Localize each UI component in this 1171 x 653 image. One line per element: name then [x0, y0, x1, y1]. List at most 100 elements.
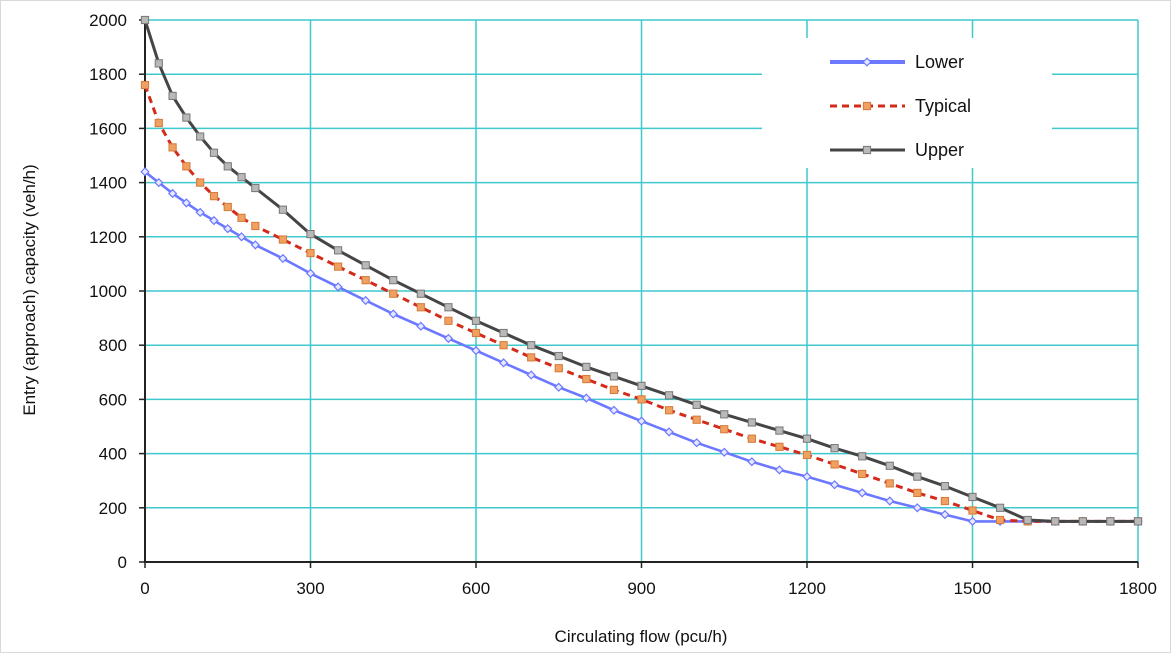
y-tick-label: 1600 — [89, 119, 127, 138]
upper-series — [140, 15, 1143, 526]
legend-label-lower: Lower — [915, 52, 964, 72]
lower-point — [361, 295, 371, 306]
typical-point — [209, 192, 219, 201]
typical-point — [223, 202, 232, 212]
x-tick-label: 900 — [627, 579, 655, 598]
upper-point — [1023, 515, 1032, 525]
legend-background — [762, 38, 1052, 168]
upper-point — [499, 328, 508, 338]
lower-point — [278, 253, 288, 264]
lower-point — [498, 358, 509, 368]
upper-point — [995, 503, 1005, 512]
y-tick-labels: 0 200 400 600 800 1000 1200 1400 1600 1800 2000 — [89, 11, 127, 572]
y-tick-label: 1800 — [89, 65, 127, 84]
x-tick-label: 1500 — [954, 579, 992, 598]
typical-point — [389, 289, 398, 298]
typical-point — [720, 425, 729, 434]
lower-point — [967, 516, 978, 526]
x-tick-labels: 0 300 600 900 1200 1500 1800 — [140, 579, 1157, 598]
typical-point — [995, 515, 1005, 525]
y-tick-label: 600 — [99, 390, 127, 409]
lower-point — [719, 447, 729, 457]
typical-line — [143, 84, 1138, 523]
x-tick-label: 1800 — [1119, 579, 1157, 598]
typical-point — [182, 162, 191, 171]
upper-point — [154, 59, 163, 68]
upper-point — [333, 246, 343, 255]
upper-point — [858, 452, 867, 461]
typical-point — [237, 213, 246, 222]
lower-point — [416, 321, 426, 331]
legend-label-typical: Typical — [915, 96, 971, 116]
lower-point — [443, 333, 454, 344]
upper-point — [940, 482, 950, 491]
upper-point — [747, 418, 756, 427]
upper-point — [182, 113, 191, 122]
upper-point — [237, 173, 246, 182]
x-tick-label: 1200 — [788, 579, 826, 598]
typical-point — [885, 479, 894, 488]
lower-point — [236, 232, 247, 242]
upper-point — [168, 91, 177, 100]
upper-point — [416, 289, 425, 298]
typical-point — [444, 316, 453, 325]
typical-point — [830, 460, 839, 469]
x-tick-label: 600 — [462, 579, 490, 598]
upper-point — [968, 492, 977, 502]
upper-point — [720, 410, 729, 419]
upper-point — [527, 341, 536, 350]
upper-point — [389, 276, 398, 285]
y-tick-label: 2000 — [89, 11, 127, 30]
lower-point — [774, 465, 785, 475]
typical-point — [140, 80, 150, 90]
typical-point — [747, 434, 756, 443]
typical-point — [664, 406, 674, 415]
upper-point — [582, 362, 591, 371]
upper-point — [209, 148, 219, 157]
x-tick-label: 300 — [296, 579, 324, 598]
typical-point — [582, 374, 591, 384]
y-tick-label: 800 — [99, 336, 127, 355]
typical-point — [416, 303, 425, 312]
upper-point — [1078, 517, 1087, 526]
lower-point — [747, 457, 757, 467]
typical-point — [251, 221, 260, 231]
typical-series — [140, 80, 1143, 526]
y-tick-label: 200 — [99, 499, 127, 518]
y-tick-label: 0 — [118, 553, 127, 572]
upper-point — [471, 316, 481, 325]
typical-point — [692, 415, 701, 424]
typical-point — [637, 395, 646, 404]
typical-point — [278, 235, 288, 244]
lower-point — [526, 370, 536, 380]
upper-point — [1133, 517, 1143, 526]
upper-point — [140, 15, 150, 25]
legend-marker-typical — [862, 101, 872, 111]
lower-point — [664, 427, 674, 437]
typical-point — [196, 178, 205, 187]
typical-point — [775, 442, 784, 451]
upper-point — [1051, 517, 1060, 526]
upper-point — [196, 132, 205, 141]
x-axis-label: Circulating flow (pcu/h) — [555, 627, 728, 646]
lower-point — [305, 268, 316, 279]
lower-point — [209, 215, 219, 226]
typical-point — [499, 341, 508, 350]
y-tick-label: 1200 — [89, 228, 127, 247]
lower-point — [554, 382, 564, 392]
typical-point — [306, 248, 315, 258]
legend: Lower Typical Upper — [762, 38, 1052, 168]
lower-point — [471, 345, 481, 356]
upper-point — [278, 205, 288, 214]
lower-point — [912, 503, 922, 513]
legend-marker-upper — [862, 145, 872, 155]
typical-point — [154, 118, 163, 128]
lower-point — [581, 393, 591, 403]
upper-point — [664, 391, 674, 400]
typical-point — [333, 262, 343, 271]
upper-point — [361, 261, 370, 270]
upper-point — [554, 351, 563, 361]
upper-point — [444, 303, 453, 312]
y-axis-label: Entry (approach) capacity (veh/h) — [20, 164, 39, 415]
